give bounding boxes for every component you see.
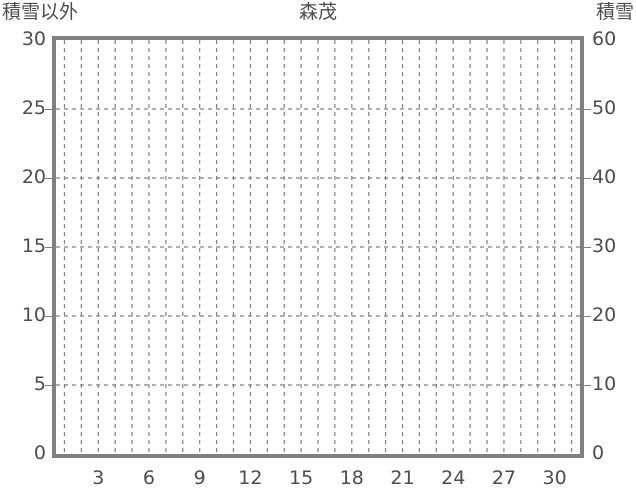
left-axis-tick-label: 20 — [21, 166, 46, 188]
left-axis-tickmark — [45, 108, 52, 110]
right-axis-tick-label: 0 — [592, 442, 605, 464]
left-axis-tickmark — [45, 384, 52, 386]
x-axis-tick-label: 6 — [142, 467, 155, 489]
x-axis-tick-label: 24 — [441, 467, 466, 489]
gridlines — [56, 40, 580, 454]
right-axis-tick-label: 50 — [592, 97, 617, 119]
right-axis-tickmark — [584, 315, 591, 317]
right-axis-tickmark — [584, 384, 591, 386]
left-axis-tick-label: 15 — [21, 235, 46, 257]
x-axis-tick-label: 3 — [92, 467, 105, 489]
x-axis-tick-label: 30 — [542, 467, 567, 489]
left-axis-tickmark — [45, 315, 52, 317]
right-axis-tickmark — [584, 108, 591, 110]
plot-area — [52, 36, 584, 458]
left-axis-tick-label: 0 — [33, 442, 46, 464]
left-axis-tickmark — [45, 177, 52, 179]
x-axis-tick-label: 21 — [390, 467, 415, 489]
right-axis-tick-label: 60 — [592, 28, 617, 50]
left-axis-tick-label: 30 — [21, 28, 46, 50]
left-axis-tick-label: 10 — [21, 304, 46, 326]
right-axis-tick-label: 10 — [592, 373, 617, 395]
x-axis-tick-label: 18 — [339, 467, 364, 489]
right-axis-tick-label: 30 — [592, 235, 617, 257]
chart-title: 森茂 — [298, 1, 337, 23]
right-axis-tick-label: 20 — [592, 304, 617, 326]
right-axis-title: 積雪 — [595, 1, 634, 23]
x-axis-tick-label: 27 — [491, 467, 517, 489]
x-axis-tick-label: 15 — [289, 467, 314, 489]
left-axis-title: 積雪以外 — [2, 1, 79, 23]
x-axis-tick-label: 12 — [238, 467, 263, 489]
left-axis-tickmark — [45, 246, 52, 248]
left-axis-tick-label: 25 — [21, 97, 46, 119]
left-axis-tick-label: 5 — [33, 373, 46, 395]
right-axis-tick-label: 40 — [592, 166, 617, 188]
x-axis-tick-label: 9 — [193, 467, 206, 489]
right-axis-tickmark — [584, 246, 591, 248]
right-axis-tickmark — [584, 177, 591, 179]
